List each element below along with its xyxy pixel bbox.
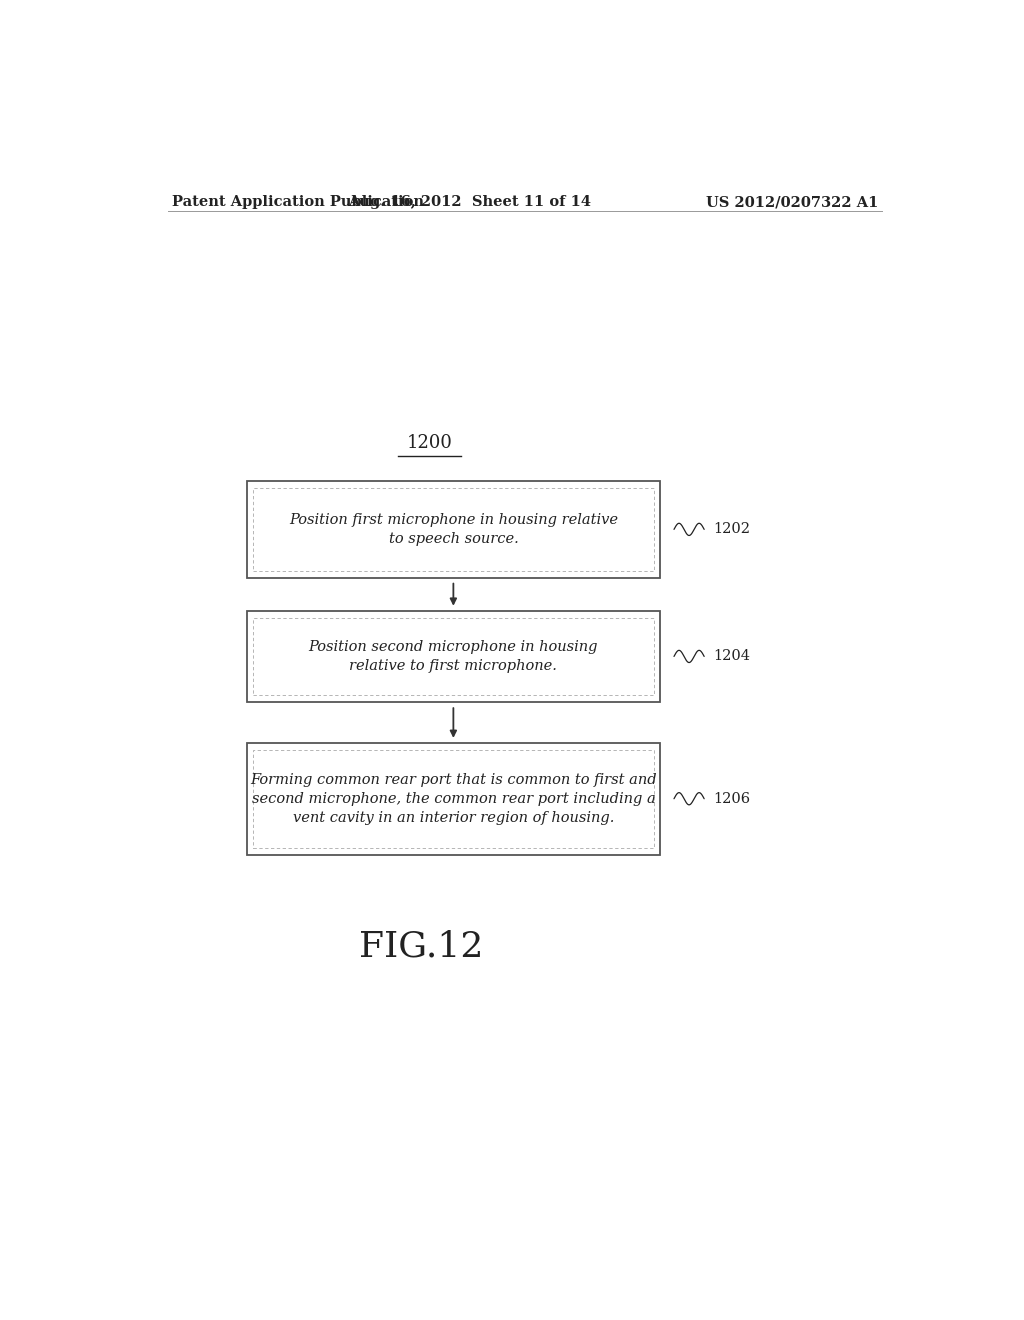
Text: Position second microphone in housing
relative to first microphone.: Position second microphone in housing re…: [308, 640, 598, 673]
Text: Aug. 16, 2012  Sheet 11 of 14: Aug. 16, 2012 Sheet 11 of 14: [348, 195, 591, 209]
Bar: [247, 743, 659, 854]
Bar: [253, 488, 654, 570]
Text: Patent Application Publication: Patent Application Publication: [172, 195, 424, 209]
Text: 1202: 1202: [714, 523, 751, 536]
Bar: [247, 480, 659, 578]
Text: FIG.12: FIG.12: [359, 929, 483, 964]
Bar: [247, 611, 659, 702]
Text: Forming common rear port that is common to first and
second microphone, the comm: Forming common rear port that is common …: [250, 772, 656, 825]
Text: 1206: 1206: [714, 792, 751, 805]
Text: Position first microphone in housing relative
to speech source.: Position first microphone in housing rel…: [289, 513, 617, 546]
Text: US 2012/0207322 A1: US 2012/0207322 A1: [706, 195, 878, 209]
Text: 1204: 1204: [714, 649, 751, 664]
Bar: [253, 750, 654, 847]
Text: 1200: 1200: [407, 434, 453, 451]
Bar: [253, 618, 654, 696]
